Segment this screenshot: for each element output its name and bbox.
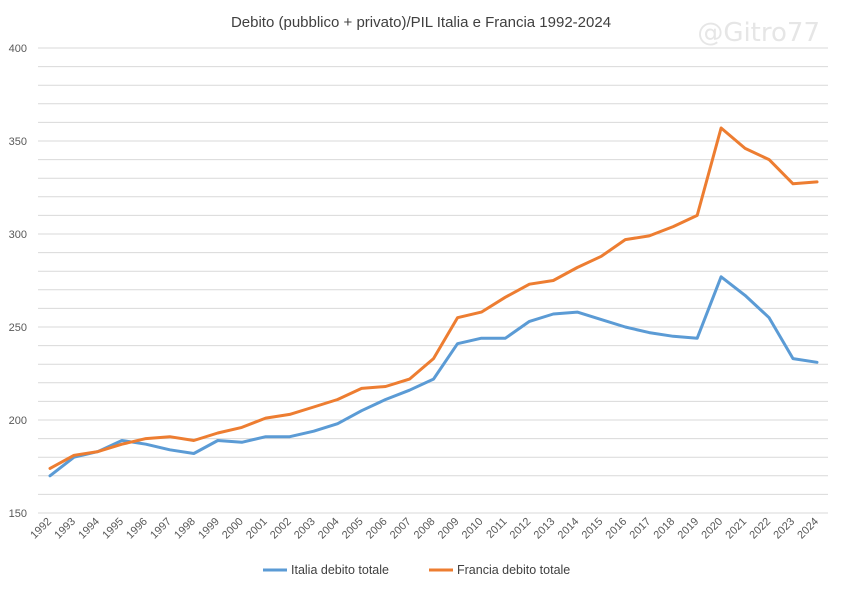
legend-label: Francia debito totale <box>457 563 570 577</box>
watermark: @Gitro77 <box>697 18 820 48</box>
y-tick-label: 250 <box>9 322 27 334</box>
legend-label: Italia debito totale <box>291 563 389 577</box>
chart-title: Debito (pubblico + privato)/PIL Italia e… <box>231 14 611 31</box>
series-line <box>48 275 819 478</box>
series-line <box>48 126 819 470</box>
y-tick-label: 200 <box>9 415 27 427</box>
gridlines <box>38 47 828 514</box>
legend: Italia debito totale Francia debito total… <box>263 563 570 577</box>
y-tick-label: 350 <box>9 136 27 148</box>
series-lines <box>48 126 819 478</box>
y-tick-label: 300 <box>9 229 27 241</box>
y-tick-label: 400 <box>9 43 27 55</box>
y-tick-label: 150 <box>9 508 27 520</box>
y-axis-ticks: 150 200 250 300 350 400 <box>9 43 27 520</box>
